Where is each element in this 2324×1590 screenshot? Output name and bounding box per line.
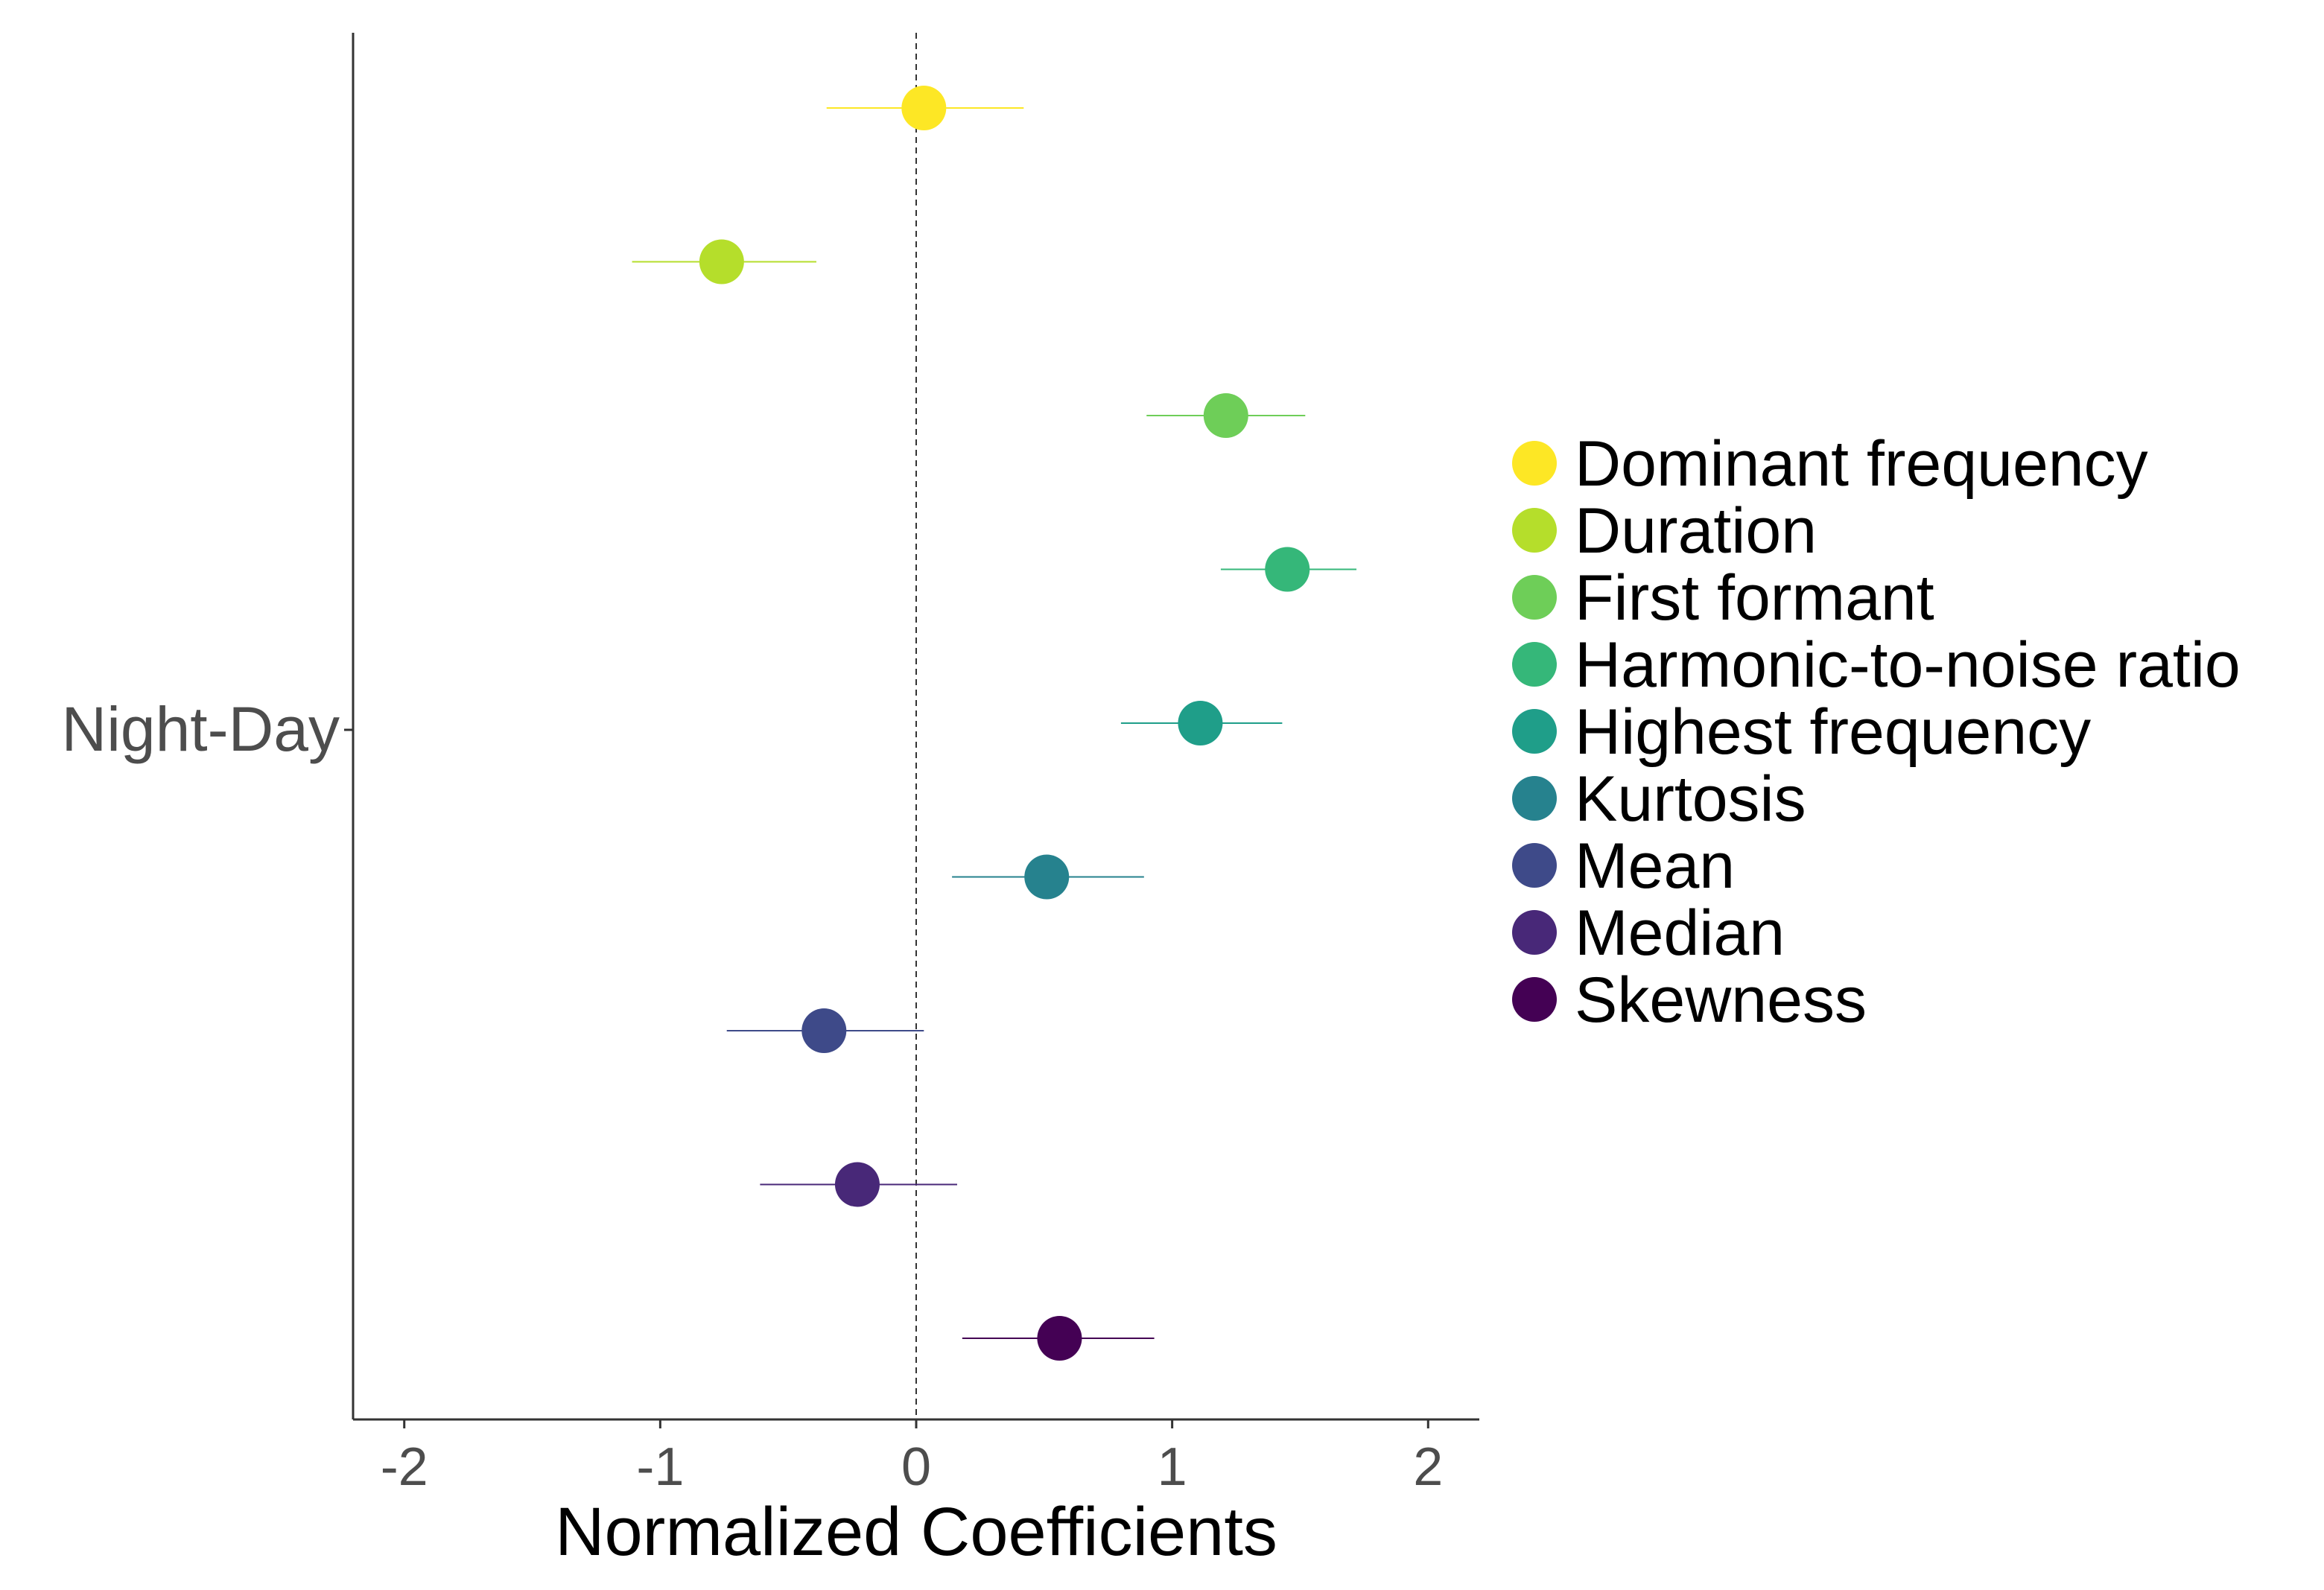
x-tick-label: -2 bbox=[381, 1437, 428, 1497]
legend-swatch bbox=[1512, 575, 1557, 620]
legend-item: Skewness bbox=[1512, 964, 1867, 1036]
legend-label: Mean bbox=[1575, 830, 1735, 902]
legend-swatch bbox=[1512, 776, 1557, 821]
legend-label: Median bbox=[1575, 897, 1785, 969]
x-tick-label: -1 bbox=[636, 1437, 684, 1497]
coefficient-point-group bbox=[952, 854, 1144, 900]
coefficient-point bbox=[801, 1008, 847, 1053]
legend-label: Skewness bbox=[1575, 964, 1867, 1036]
coefficient-point bbox=[1024, 854, 1070, 900]
x-axis-title: Normalized Coefficients bbox=[555, 1494, 1277, 1570]
coefficient-point bbox=[1037, 1316, 1082, 1361]
y-category-label: Night-Day bbox=[62, 694, 340, 764]
legend-label: Duration bbox=[1575, 495, 1817, 567]
legend-label: Kurtosis bbox=[1575, 763, 1806, 835]
legend-item: Kurtosis bbox=[1512, 763, 1806, 835]
coefficient-point-group bbox=[1146, 393, 1306, 438]
x-tick-label: 2 bbox=[1413, 1437, 1443, 1497]
legend-swatch bbox=[1512, 910, 1557, 955]
axes: Night-Day bbox=[62, 33, 1479, 1421]
coefficient-point bbox=[901, 86, 947, 130]
coefficient-point-group bbox=[1120, 701, 1283, 745]
legend-item: Dominant frequency bbox=[1512, 428, 2148, 500]
coefficient-point-group bbox=[760, 1162, 957, 1207]
coefficient-point bbox=[1178, 701, 1223, 745]
coefficient-point-group bbox=[826, 86, 1024, 130]
legend-item: Harmonic-to-noise ratio bbox=[1512, 629, 2241, 701]
coefficient-point-group bbox=[962, 1316, 1155, 1361]
x-ticks: -2 -1 0 1 2 bbox=[381, 1419, 1443, 1497]
legend-item: Mean bbox=[1512, 830, 1735, 902]
coefficient-point-group bbox=[726, 1008, 924, 1053]
coefficient-point bbox=[1265, 547, 1310, 592]
legend-label: Highest frequency bbox=[1575, 696, 2091, 768]
legend-item: Median bbox=[1512, 897, 1785, 969]
x-tick-label: 0 bbox=[901, 1437, 931, 1497]
legend-swatch bbox=[1512, 441, 1557, 486]
legend-label: First formant bbox=[1575, 562, 1934, 634]
legend-swatch bbox=[1512, 843, 1557, 888]
coefficient-point bbox=[699, 239, 744, 284]
legend-swatch bbox=[1512, 508, 1557, 553]
legend-swatch bbox=[1512, 977, 1557, 1022]
legend-label: Harmonic-to-noise ratio bbox=[1575, 629, 2241, 701]
coefficient-point-group bbox=[1220, 547, 1357, 592]
coefficient-point-group bbox=[632, 239, 816, 284]
legend-swatch bbox=[1512, 709, 1557, 754]
legend-label: Dominant frequency bbox=[1575, 428, 2148, 500]
coefficient-marks bbox=[632, 86, 1357, 1361]
legend-item: Highest frequency bbox=[1512, 696, 2091, 768]
legend-item: First formant bbox=[1512, 562, 1934, 634]
legend-item: Duration bbox=[1512, 495, 1817, 567]
legend-swatch bbox=[1512, 642, 1557, 687]
x-tick-label: 1 bbox=[1158, 1437, 1187, 1497]
coefficient-point bbox=[1203, 393, 1248, 438]
coefficient-point bbox=[834, 1162, 880, 1207]
